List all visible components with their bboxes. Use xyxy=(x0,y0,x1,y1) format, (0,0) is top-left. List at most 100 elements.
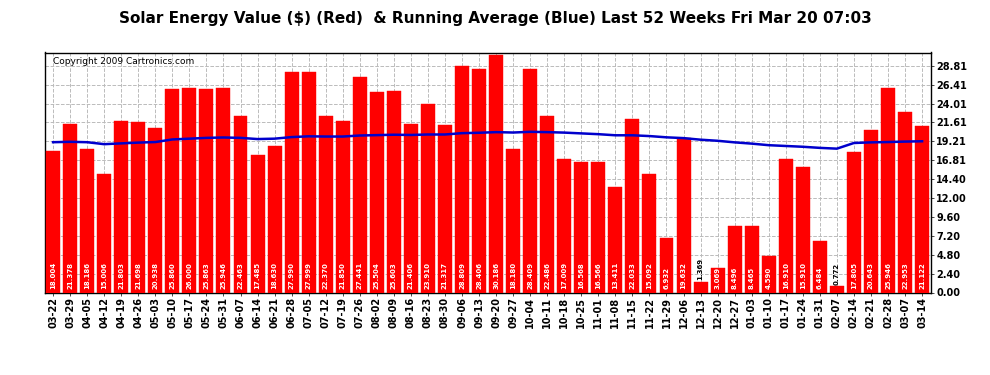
Text: 25.504: 25.504 xyxy=(374,262,380,290)
Text: 16.568: 16.568 xyxy=(578,262,584,290)
Text: 18.630: 18.630 xyxy=(271,262,277,290)
Text: 15.910: 15.910 xyxy=(800,262,806,290)
Bar xyxy=(728,226,742,292)
Bar xyxy=(830,286,843,292)
Bar xyxy=(846,152,861,292)
Text: 22.033: 22.033 xyxy=(630,262,636,290)
Text: 17.009: 17.009 xyxy=(561,262,567,290)
Bar xyxy=(574,162,588,292)
Bar xyxy=(285,72,299,292)
Bar xyxy=(250,155,264,292)
Text: 22.953: 22.953 xyxy=(902,262,908,290)
Bar xyxy=(370,92,384,292)
Bar xyxy=(472,69,486,292)
Text: 1.369: 1.369 xyxy=(698,258,704,280)
Text: 27.990: 27.990 xyxy=(289,262,295,290)
Text: 21.803: 21.803 xyxy=(118,262,124,290)
Text: 15.092: 15.092 xyxy=(646,262,652,290)
Bar xyxy=(659,238,673,292)
Text: 22.486: 22.486 xyxy=(544,262,550,290)
Text: 21.122: 21.122 xyxy=(919,262,925,290)
Bar xyxy=(404,124,418,292)
Text: 27.999: 27.999 xyxy=(306,262,312,290)
Text: Copyright 2009 Cartronics.com: Copyright 2009 Cartronics.com xyxy=(53,57,195,66)
Text: 25.863: 25.863 xyxy=(203,262,210,290)
Bar xyxy=(352,76,366,292)
Text: 16.910: 16.910 xyxy=(783,262,789,290)
Bar xyxy=(523,69,538,292)
Text: 21.378: 21.378 xyxy=(67,262,73,290)
Text: 28.809: 28.809 xyxy=(459,262,465,290)
Text: 13.411: 13.411 xyxy=(613,262,619,290)
Bar xyxy=(898,112,912,292)
Bar xyxy=(438,125,452,292)
Bar xyxy=(421,104,435,292)
Text: 26.000: 26.000 xyxy=(186,262,192,290)
Bar xyxy=(47,151,60,292)
Text: 28.406: 28.406 xyxy=(476,262,482,290)
Text: 22.463: 22.463 xyxy=(238,262,244,290)
Text: 3.069: 3.069 xyxy=(715,267,721,290)
Text: 23.910: 23.910 xyxy=(425,262,431,290)
Bar xyxy=(234,116,248,292)
Text: 30.186: 30.186 xyxy=(493,262,499,290)
Bar xyxy=(694,282,708,292)
Bar xyxy=(541,116,554,292)
Bar xyxy=(182,88,196,292)
Bar xyxy=(676,138,690,292)
Text: 27.441: 27.441 xyxy=(356,262,362,290)
Bar xyxy=(626,119,640,292)
Bar xyxy=(881,88,895,292)
Bar xyxy=(97,174,111,292)
Text: 15.006: 15.006 xyxy=(101,262,107,290)
Bar xyxy=(779,159,793,292)
Bar xyxy=(796,167,810,292)
Text: 8.496: 8.496 xyxy=(732,267,738,290)
Bar xyxy=(63,124,77,292)
Bar xyxy=(165,89,179,292)
Text: 6.484: 6.484 xyxy=(817,267,823,290)
Bar xyxy=(319,117,333,292)
Text: 22.370: 22.370 xyxy=(323,262,329,290)
Bar xyxy=(302,72,316,292)
Text: 18.004: 18.004 xyxy=(50,262,56,290)
Text: 0.772: 0.772 xyxy=(834,263,840,285)
Bar xyxy=(114,121,129,292)
Text: 21.850: 21.850 xyxy=(340,262,346,290)
Text: 28.409: 28.409 xyxy=(527,262,534,290)
Text: 18.180: 18.180 xyxy=(510,262,516,290)
Text: 20.938: 20.938 xyxy=(152,262,158,290)
Bar xyxy=(864,130,878,292)
Text: 21.698: 21.698 xyxy=(136,262,142,290)
Text: 21.317: 21.317 xyxy=(442,262,448,290)
Bar xyxy=(148,128,162,292)
Text: 17.805: 17.805 xyxy=(851,262,857,290)
Text: 18.186: 18.186 xyxy=(84,262,90,290)
Bar xyxy=(336,121,349,292)
Bar xyxy=(813,242,827,292)
Bar xyxy=(744,226,758,292)
Text: 6.932: 6.932 xyxy=(663,267,669,290)
Text: 21.406: 21.406 xyxy=(408,262,414,290)
Bar xyxy=(80,149,94,292)
Bar xyxy=(609,187,623,292)
Bar xyxy=(591,162,605,292)
Text: Solar Energy Value ($) (Red)  & Running Average (Blue) Last 52 Weeks Fri Mar 20 : Solar Energy Value ($) (Red) & Running A… xyxy=(119,11,871,26)
Bar xyxy=(267,146,281,292)
Text: 4.590: 4.590 xyxy=(765,267,772,290)
Text: 25.860: 25.860 xyxy=(169,262,175,290)
Text: 17.485: 17.485 xyxy=(254,262,260,290)
Text: 8.465: 8.465 xyxy=(748,267,754,290)
Bar xyxy=(761,256,776,292)
Text: 16.566: 16.566 xyxy=(595,263,601,290)
Bar xyxy=(132,122,146,292)
Bar xyxy=(643,174,656,292)
Bar xyxy=(506,150,520,292)
Text: 25.946: 25.946 xyxy=(221,262,227,290)
Bar xyxy=(915,126,929,292)
Bar xyxy=(387,91,401,292)
Bar xyxy=(199,89,214,292)
Bar xyxy=(489,55,503,292)
Bar xyxy=(557,159,571,292)
Bar xyxy=(711,268,725,292)
